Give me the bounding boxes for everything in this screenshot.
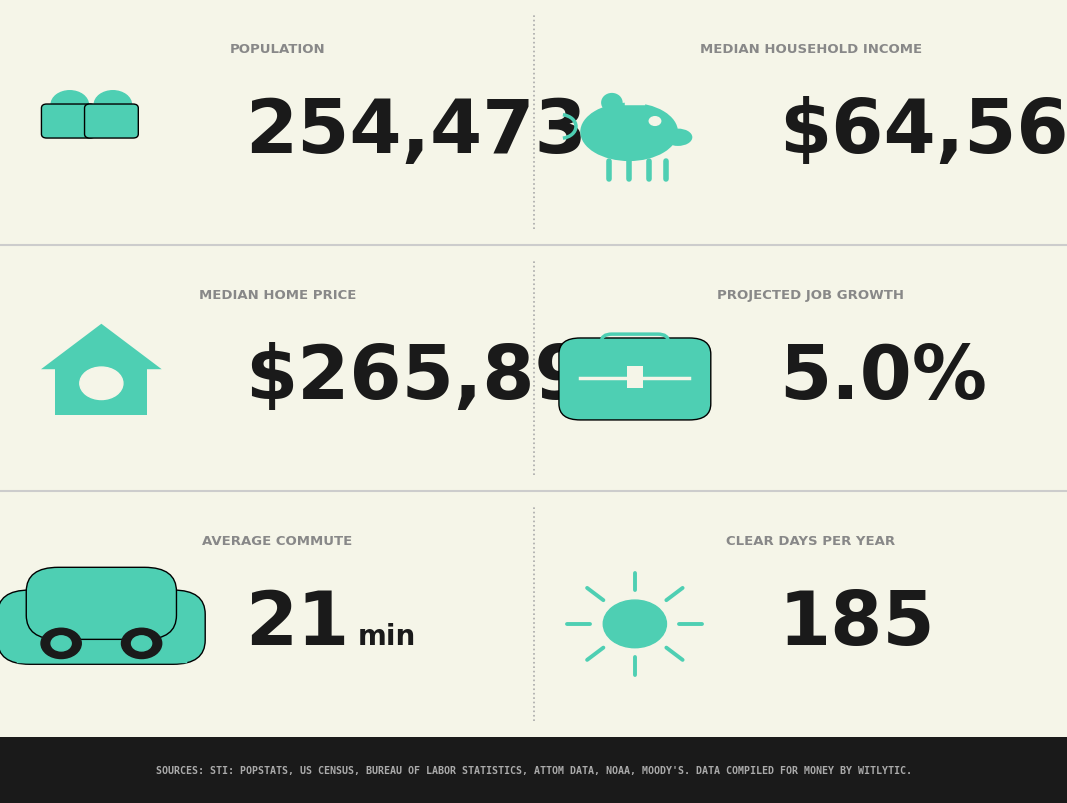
Text: MEDIAN HOME PRICE: MEDIAN HOME PRICE xyxy=(198,288,356,301)
Circle shape xyxy=(94,92,131,120)
FancyBboxPatch shape xyxy=(27,568,176,639)
Text: 5.0%: 5.0% xyxy=(779,342,987,415)
Text: 254,473: 254,473 xyxy=(245,96,587,169)
Text: $265,891: $265,891 xyxy=(245,342,639,415)
Circle shape xyxy=(649,117,660,126)
Circle shape xyxy=(51,92,89,120)
Text: min: min xyxy=(357,622,416,650)
Text: PROJECTED JOB GROWTH: PROJECTED JOB GROWTH xyxy=(717,288,905,301)
Circle shape xyxy=(603,601,667,648)
Circle shape xyxy=(41,629,81,658)
Text: 185: 185 xyxy=(779,588,936,661)
Circle shape xyxy=(122,629,162,658)
Bar xyxy=(55,368,147,415)
Text: $64,562: $64,562 xyxy=(779,96,1067,169)
Circle shape xyxy=(131,636,152,651)
FancyBboxPatch shape xyxy=(559,339,711,421)
Text: CLEAR DAYS PER YEAR: CLEAR DAYS PER YEAR xyxy=(727,534,895,547)
Circle shape xyxy=(51,636,71,651)
Text: POPULATION: POPULATION xyxy=(229,43,325,55)
Text: MEDIAN HOUSEHOLD INCOME: MEDIAN HOUSEHOLD INCOME xyxy=(700,43,922,55)
FancyBboxPatch shape xyxy=(84,105,139,139)
Text: AVERAGE COMMUTE: AVERAGE COMMUTE xyxy=(203,534,352,547)
Ellipse shape xyxy=(664,129,692,147)
Circle shape xyxy=(80,368,123,400)
FancyBboxPatch shape xyxy=(42,105,95,139)
FancyBboxPatch shape xyxy=(0,590,205,664)
Ellipse shape xyxy=(601,94,623,113)
Text: 21: 21 xyxy=(245,588,350,661)
Bar xyxy=(627,366,642,388)
Bar xyxy=(0,737,1067,803)
Ellipse shape xyxy=(580,104,678,162)
Text: SOURCES: STI: POPSTATS, US CENSUS, BUREAU OF LABOR STATISTICS, ATTOM DATA, NOAA,: SOURCES: STI: POPSTATS, US CENSUS, BUREA… xyxy=(156,765,911,775)
Polygon shape xyxy=(41,324,162,369)
